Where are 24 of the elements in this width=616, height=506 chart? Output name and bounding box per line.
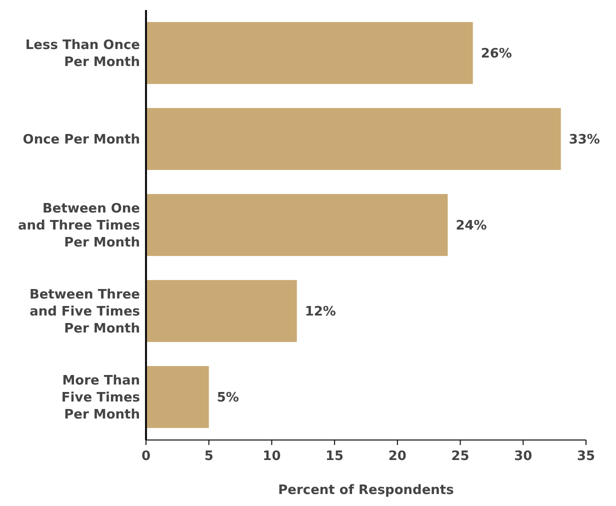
x-tick-label: 5 bbox=[204, 449, 214, 464]
y-tick-label: Between One and Three Times Per Month bbox=[18, 202, 140, 251]
y-tick-label: Once Per Month bbox=[22, 132, 140, 148]
bar bbox=[146, 22, 473, 84]
data-label: 33% bbox=[568, 132, 600, 148]
y-tick-label: Between Three and Five Times Per Month bbox=[29, 288, 140, 337]
data-label: 26% bbox=[480, 46, 512, 62]
y-tick-label: More Than Five Times Per Month bbox=[61, 374, 140, 423]
bar bbox=[146, 280, 297, 342]
data-label: 12% bbox=[304, 304, 336, 320]
x-axis-title: Percent of Respondents bbox=[278, 483, 454, 498]
x-tick-label: 0 bbox=[141, 449, 151, 464]
bar bbox=[146, 108, 561, 170]
x-tick-label: 20 bbox=[388, 449, 406, 464]
data-label: 5% bbox=[216, 390, 239, 406]
x-tick-label: 35 bbox=[576, 449, 596, 464]
bar bbox=[146, 194, 448, 256]
x-tick-label: 15 bbox=[326, 449, 344, 464]
y-tick-label: Less Than Once Per Month bbox=[25, 38, 140, 70]
x-tick-label: 25 bbox=[451, 449, 470, 464]
data-label: 24% bbox=[456, 218, 487, 234]
x-tick-label: 30 bbox=[514, 449, 532, 464]
bar bbox=[146, 366, 209, 428]
x-tick-label: 10 bbox=[262, 449, 281, 464]
